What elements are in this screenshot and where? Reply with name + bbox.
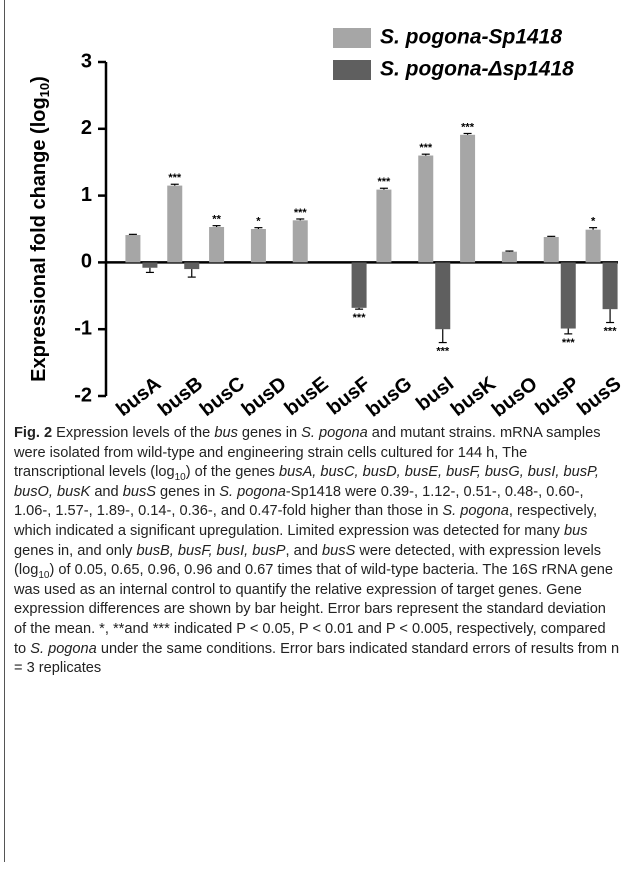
- bar: [142, 262, 158, 268]
- caption-segment: -Sp1418 were 0.39-, 1.12-, 0.51-, 0.48-,…: [14, 483, 584, 520]
- caption-segment: genes in: [237, 425, 302, 441]
- y-axis-label: Expressional fold change (log10): [28, 76, 52, 382]
- significance-label: ***: [461, 121, 475, 133]
- bar: [292, 220, 308, 263]
- caption-segment: Expression levels of the: [52, 425, 215, 441]
- caption-segment: , respectively, which indicated a signif…: [14, 503, 598, 539]
- significance-label: ***: [377, 176, 391, 188]
- significance-label: ***: [562, 337, 576, 349]
- significance-label: **: [212, 214, 221, 226]
- bar: [560, 262, 576, 329]
- y-tick-label: -1: [74, 317, 92, 339]
- caption-segment: and mutant strains. mRNA samples were is…: [14, 425, 601, 481]
- bar: [376, 189, 392, 263]
- y-tick-label: 0: [81, 251, 92, 273]
- bar: [209, 226, 225, 263]
- caption-segment: were detected, with expression levels (l…: [14, 542, 602, 579]
- caption-segment: busB, busF, busI, busP: [136, 542, 286, 559]
- caption-segment: and: [90, 483, 123, 500]
- significance-label: *: [256, 216, 261, 228]
- bar: [184, 262, 200, 270]
- x-tick-label: busE: [280, 373, 332, 420]
- significance-label: ***: [353, 312, 367, 324]
- chart: Expressional fold change (log10) -2 -1 0 1 2…: [28, 26, 625, 422]
- legend-label: S. pogona-Sp1418: [380, 26, 562, 49]
- significance-label: ***: [294, 207, 308, 219]
- caption-segment: S. pogona: [219, 483, 286, 500]
- y-label-text: Expressional fold change (log: [28, 97, 50, 382]
- bar: [585, 229, 601, 263]
- x-tick-label: busK: [447, 372, 500, 420]
- caption-segment: S. pogona: [30, 640, 97, 657]
- caption-segment: bus: [214, 425, 238, 441]
- bar: [435, 262, 451, 330]
- caption-segment: ) of the genes: [185, 464, 280, 481]
- x-tick-label: busS: [573, 373, 625, 420]
- legend-swatch: [333, 60, 371, 80]
- frame-line: [4, 0, 5, 862]
- bar: [167, 185, 183, 263]
- caption-segment: busS: [322, 542, 356, 559]
- y-tick-label: 3: [81, 50, 92, 72]
- bar: [501, 251, 517, 263]
- caption-segment: 10: [174, 472, 186, 484]
- bar: [351, 262, 367, 308]
- caption-segment: Fig. 2: [14, 425, 53, 441]
- caption-segment: genes in, and only: [14, 542, 137, 559]
- x-tick-label: busG: [362, 373, 416, 422]
- bar: [460, 134, 476, 263]
- caption-segment: bus: [564, 522, 588, 539]
- x-tick-label: busA: [112, 373, 165, 421]
- significance-label: ***: [419, 142, 433, 154]
- bar: [250, 229, 266, 263]
- y-label-end: ): [28, 76, 50, 83]
- y-tick-label: 1: [81, 184, 92, 206]
- significance-label: ***: [436, 345, 450, 357]
- caption-segment: busS: [122, 483, 156, 500]
- caption-segment: S. pogona: [301, 425, 368, 441]
- caption-segment: , and: [285, 542, 323, 559]
- caption-segment: S. pogona: [442, 503, 509, 520]
- significance-label: ***: [604, 325, 618, 337]
- caption-segment: ) of 0.05, 0.65, 0.96, 0.96 and 0.67 tim…: [14, 562, 614, 657]
- caption: Fig. 2 Expression levels of the bus gene…: [14, 424, 620, 679]
- significance-label: *: [591, 216, 596, 228]
- caption-segment: busA, busC, busD, busE, busF, busG, busI…: [14, 464, 599, 500]
- bar: [125, 235, 141, 263]
- x-tick-label: busD: [238, 373, 291, 421]
- x-tick-label: busB: [154, 373, 207, 421]
- y-tick-label: 2: [81, 117, 92, 139]
- bar: [418, 155, 434, 263]
- legend-swatch: [333, 28, 371, 48]
- x-tick-label: busF: [323, 373, 374, 420]
- legend-label: S. pogona-Δsp1418: [380, 58, 574, 81]
- bar: [543, 237, 559, 263]
- y-tick-label: -2: [74, 384, 92, 406]
- caption-segment: genes in: [156, 483, 220, 500]
- y-label-sub: 10: [37, 83, 52, 97]
- bar: [602, 262, 618, 310]
- x-tick-label: busO: [488, 373, 542, 422]
- x-tick-label: busC: [196, 373, 249, 421]
- x-tick-label: busP: [531, 373, 583, 420]
- caption-segment: under the same conditions. Error bars in…: [14, 640, 620, 677]
- significance-label: ***: [168, 172, 182, 184]
- caption-segment: 10: [38, 570, 50, 582]
